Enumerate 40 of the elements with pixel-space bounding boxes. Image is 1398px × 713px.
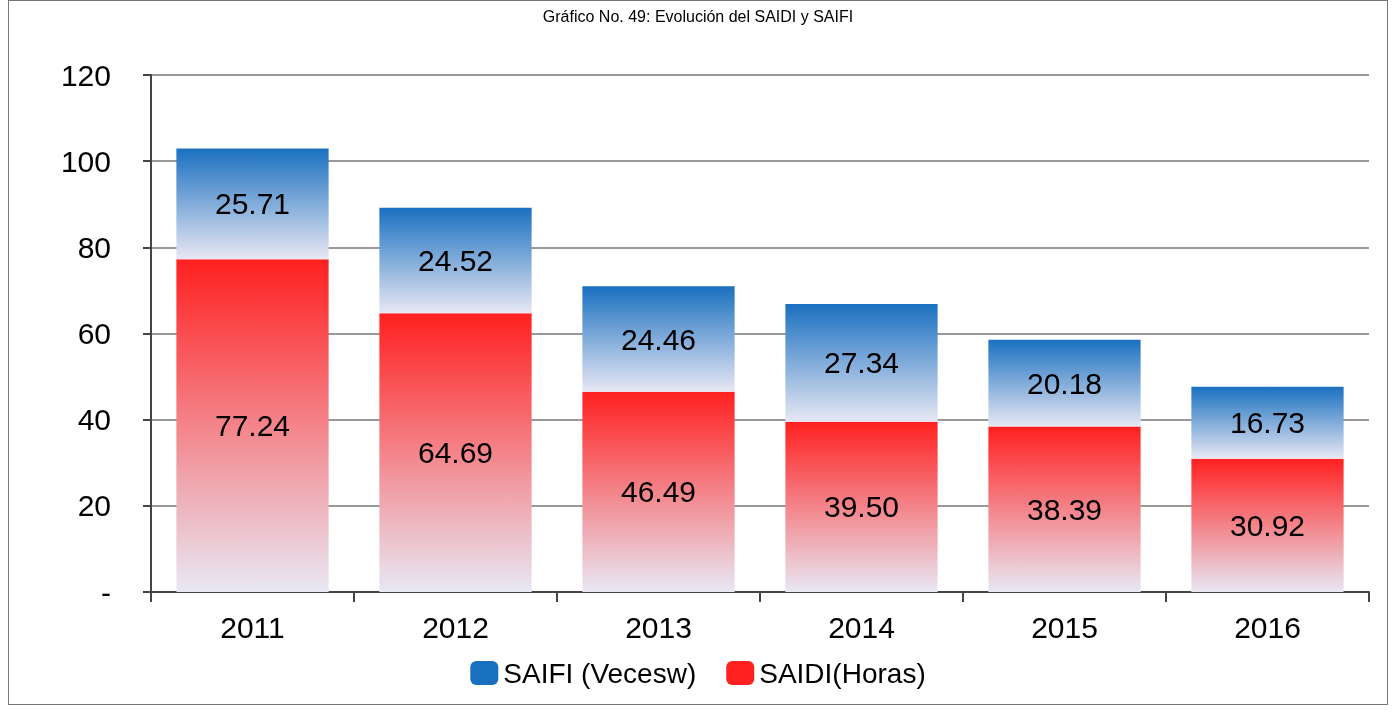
x-tick-label: 2011: [220, 610, 285, 644]
bar: [785, 304, 938, 422]
data-label: 16.73: [1229, 406, 1306, 440]
legend-label: SAIFI (Vecesw): [503, 657, 697, 689]
data-label: 24.46: [620, 322, 697, 356]
data-label: 46.49: [620, 475, 697, 509]
data-label: 24.52: [417, 243, 494, 277]
bar: [176, 259, 329, 592]
y-tick-label: -: [101, 575, 111, 609]
bar: [582, 391, 735, 592]
y-tick-label: 100: [60, 144, 111, 178]
x-tick-label: 2012: [422, 610, 489, 644]
bar: [988, 426, 1141, 592]
y-tick-label: 120: [60, 58, 111, 92]
bar: [582, 286, 735, 392]
data-label: 30.92: [1229, 508, 1306, 542]
bar: [379, 207, 532, 314]
bar: [988, 339, 1141, 427]
bar: [785, 421, 938, 592]
y-tick-label: 60: [77, 317, 111, 350]
y-tick-label: 20: [77, 489, 111, 523]
bar: [379, 313, 532, 592]
x-tick-label: 2016: [1234, 610, 1301, 644]
data-label: 25.71: [214, 187, 291, 221]
data-label: 64.69: [417, 436, 494, 470]
data-label: 20.18: [1026, 366, 1103, 400]
y-tick-label: 40: [77, 403, 111, 437]
y-tick-label: 80: [77, 230, 111, 264]
bar: [1191, 458, 1344, 592]
x-tick-label: 2015: [1031, 610, 1098, 644]
x-tick-label: 2013: [625, 610, 692, 644]
bar: [176, 148, 329, 260]
bar: [1191, 386, 1344, 459]
data-label: 27.34: [823, 346, 900, 380]
data-label: 39.50: [823, 490, 900, 524]
x-tick-label: 2014: [828, 610, 895, 644]
chart-title: Gráfico No. 49: Evolución del SAIDI y SAIFI: [542, 7, 854, 25]
data-label: 38.39: [1026, 492, 1103, 526]
data-label: 77.24: [214, 409, 291, 443]
legend-label: SAIDI(Horas): [759, 657, 926, 689]
